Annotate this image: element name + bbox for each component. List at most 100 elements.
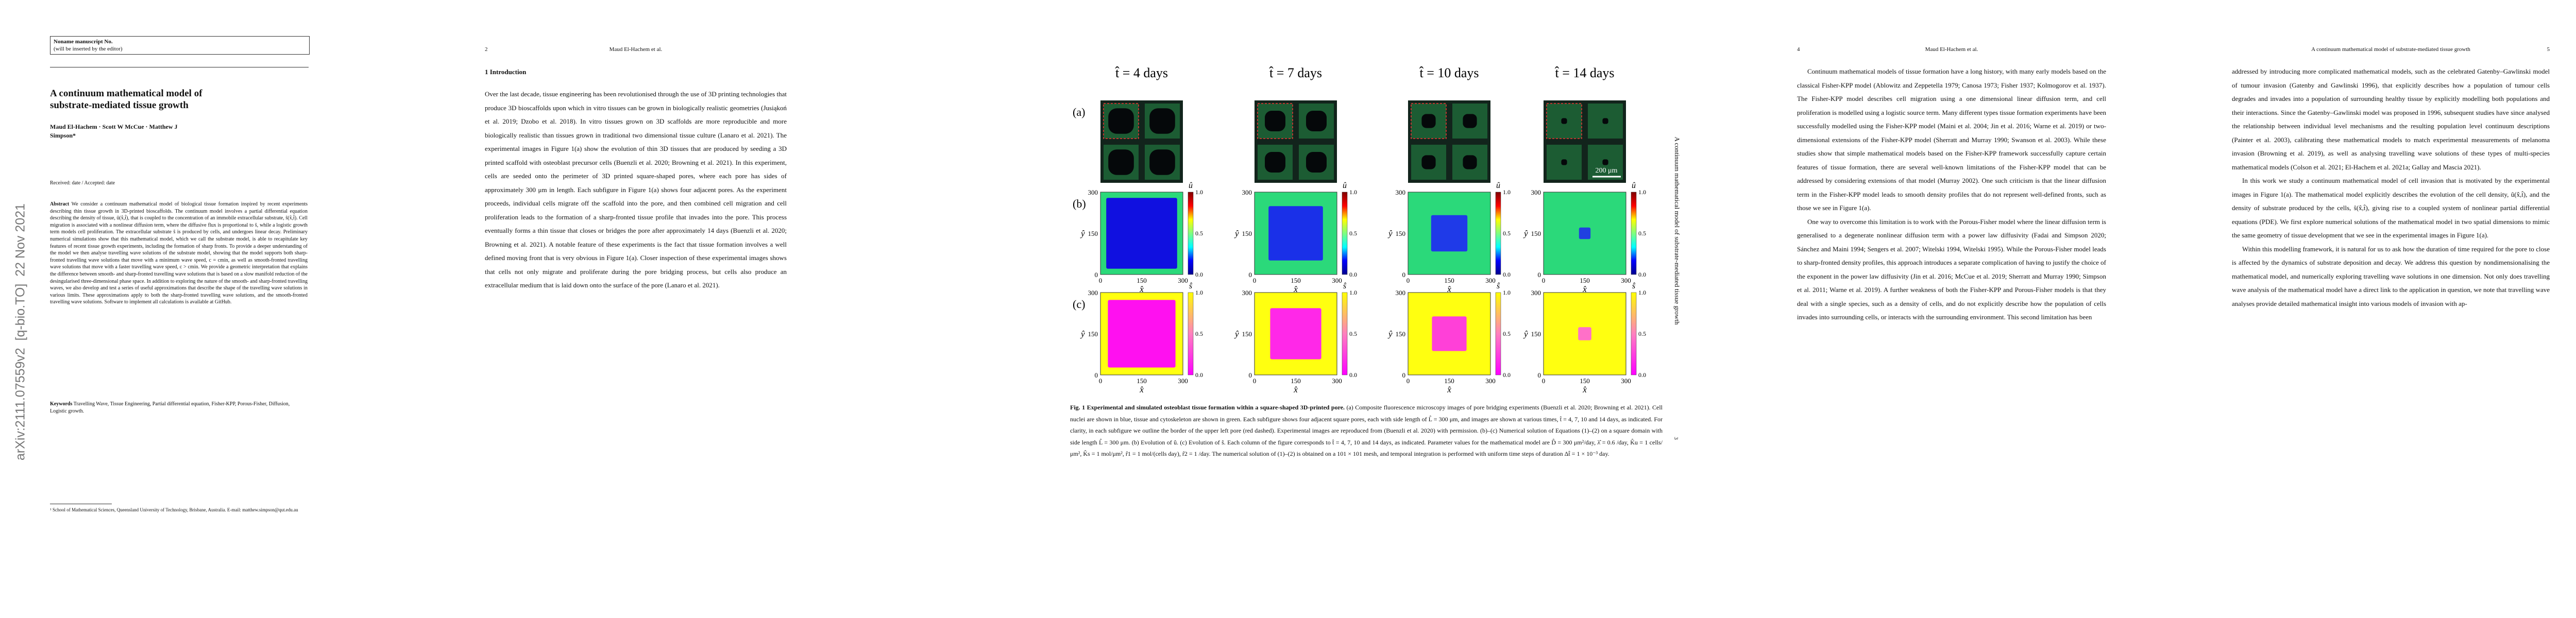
plot-frame [1408, 192, 1491, 275]
side-title: A continuum mathematical model of substr… [1673, 136, 1681, 325]
pore-hole [1108, 108, 1134, 134]
y-axis-label: ŷ [1523, 329, 1528, 339]
colorbar-tick-label: 0.5 [1503, 230, 1511, 237]
x-tick-label: 300 [1621, 277, 1631, 284]
plot-frame [1543, 292, 1626, 375]
colorbar-tick-label: 1.0 [1638, 188, 1646, 196]
figure: (a)(b)(c)t̂ = 4 days00150150300300ŷx̂0.0… [1073, 65, 1646, 394]
keywords-label: Keywords [50, 401, 73, 407]
colorbar-label: ŝ [1632, 282, 1636, 290]
y-tick-label: 150 [1396, 230, 1406, 237]
paragraph: Continuum mathematical models of tissue … [1797, 67, 2106, 212]
y-tick-label: 0 [1249, 271, 1252, 279]
caption: Fig. 1 Experimental and simulated osteob… [1070, 402, 1663, 460]
x-axis-label: x̂ [1582, 284, 1587, 294]
x-axis-label: x̂ [1293, 385, 1298, 394]
y-tick-label: 150 [1088, 330, 1098, 338]
colorbar-label: û [1496, 181, 1500, 190]
abstract-text: We consider a continuum mathematical mod… [50, 201, 308, 305]
colorbar-label: û [1189, 181, 1193, 190]
y-tick-label: 300 [1396, 289, 1406, 297]
y-axis-label: ŷ [1080, 229, 1085, 238]
page-number: 5 [2547, 46, 2550, 53]
pore-outline [1103, 103, 1139, 139]
y-axis-label: ŷ [1387, 229, 1393, 238]
colorbar-tick-label: 0.0 [1638, 271, 1646, 278]
caption-text: (a) Composite fluorescence microscopy im… [1070, 404, 1663, 457]
manuscript-number: Noname manuscript No. [54, 39, 113, 45]
colorbar-tick-label: 0.5 [1195, 230, 1203, 237]
pore-hole [1421, 155, 1436, 169]
y-axis-label: ŷ [1080, 329, 1085, 339]
x-tick-label: 150 [1291, 277, 1301, 284]
y-tick-label: 300 [1396, 188, 1406, 196]
heatmap-region [1578, 327, 1591, 340]
y-axis-label: ŷ [1234, 329, 1239, 339]
pore-hole [1306, 111, 1327, 131]
colorbar-tick-label: 0.5 [1638, 230, 1646, 237]
y-axis-label: ŷ [1387, 329, 1393, 339]
colorbar-label: ŝ [1497, 282, 1500, 290]
colorbar-label: ŝ [1189, 282, 1193, 290]
colorbar-tick-label: 1.0 [1195, 289, 1203, 296]
pore-hole [1149, 149, 1175, 175]
manuscript-note: (will be inserted by the editor) [54, 46, 123, 52]
pore-hole [1561, 118, 1567, 124]
page-2: 2 Maud El-Hachem et al. 1 Introduction O… [485, 46, 787, 587]
received: Received: date / Accepted: date [50, 180, 115, 186]
abstract-label: Abstract [50, 201, 70, 207]
x-tick-label: 0 [1253, 277, 1257, 284]
x-tick-label: 0 [1542, 277, 1546, 284]
heatmap-region [1579, 227, 1591, 239]
x-tick-label: 0 [1406, 377, 1410, 385]
paragraph: Over the last decade, tissue engineering… [485, 90, 787, 289]
page-5: A continuum mathematical model of substr… [2232, 46, 2550, 587]
x-tick-label: 150 [1137, 377, 1147, 385]
x-axis-label: x̂ [1447, 385, 1451, 394]
y-tick-label: 0 [1095, 271, 1098, 279]
column-title: t̂ = 7 days [1268, 65, 1322, 80]
colorbar-tick-label: 0.5 [1195, 330, 1203, 337]
colorbar-tick-label: 0.0 [1638, 371, 1646, 379]
colorbar-label: û [1343, 181, 1347, 190]
plot-frame [1100, 292, 1183, 375]
page-number: 3 [1672, 437, 1679, 440]
caption-title: Experimental and simulated osteoblast ti… [1087, 404, 1345, 411]
pore-hole [1149, 108, 1175, 134]
colorbar-tick-label: 0.0 [1349, 371, 1357, 379]
y-tick-label: 0 [1249, 371, 1252, 379]
arxiv-stamp: arXiv:2111.07559v2 [q-bio.TO] 22 Nov 202… [13, 203, 28, 460]
y-tick-label: 0 [1538, 271, 1541, 279]
plot-frame [1543, 192, 1626, 275]
colorbar [1495, 192, 1501, 275]
y-tick-label: 300 [1242, 289, 1252, 297]
colorbar [1342, 292, 1348, 375]
plot-frame [1408, 292, 1491, 375]
running-head: Maud El-Hachem et al. [1925, 46, 1978, 53]
heatmap-region [1108, 300, 1176, 368]
caption-label: Fig. 1 [1070, 404, 1086, 411]
page-number: 4 [1797, 46, 1800, 53]
colorbar-tick-label: 1.0 [1503, 188, 1511, 196]
colorbar [1188, 292, 1194, 375]
paragraph: addressed by introducing more complicate… [2232, 67, 2550, 171]
colorbar [1631, 292, 1637, 375]
colorbar-tick-label: 0.5 [1349, 330, 1357, 337]
colorbar [1495, 292, 1501, 375]
pore-outline [1411, 103, 1447, 139]
x-tick-label: 0 [1099, 277, 1103, 284]
panel-label: (a) [1073, 106, 1085, 118]
y-tick-label: 150 [1242, 230, 1252, 237]
heatmap-region [1106, 198, 1177, 269]
colorbar-tick-label: 1.0 [1195, 188, 1203, 196]
x-axis-label: x̂ [1582, 385, 1587, 394]
y-tick-label: 0 [1402, 271, 1406, 279]
x-tick-label: 0 [1406, 277, 1410, 284]
y-tick-label: 300 [1088, 289, 1098, 297]
x-tick-label: 300 [1178, 277, 1188, 284]
x-tick-label: 150 [1444, 277, 1454, 284]
x-axis-label: x̂ [1139, 284, 1144, 294]
x-tick-label: 300 [1485, 377, 1496, 385]
column-title: t̂ = 4 days [1114, 65, 1168, 80]
y-tick-label: 0 [1095, 371, 1098, 379]
